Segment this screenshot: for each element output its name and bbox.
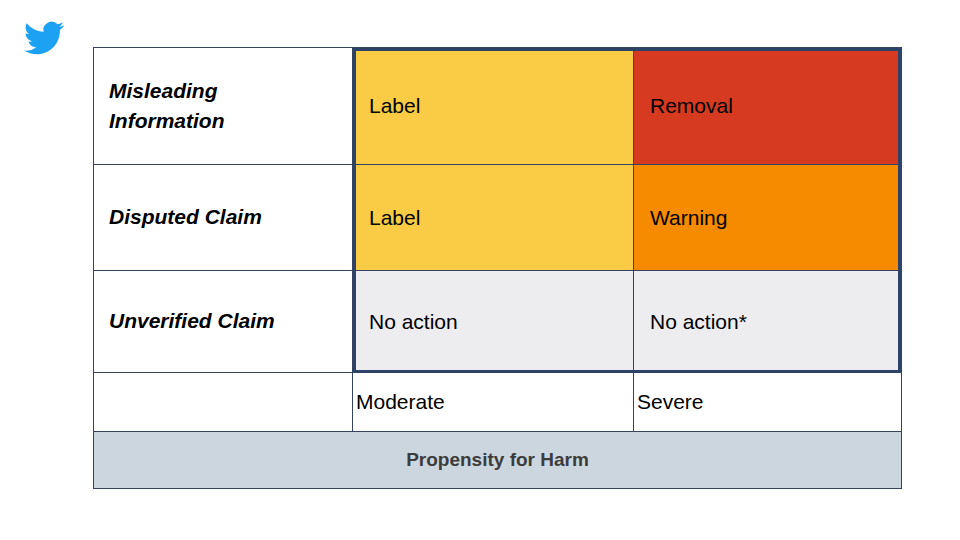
axis-title-propensity-for-harm: Propensity for Harm: [94, 431, 901, 488]
twitter-bird-icon: [24, 18, 64, 58]
row-label-misleading-information: Misleading Information: [94, 48, 353, 165]
axis-tick-severe: Severe: [634, 373, 901, 431]
row-label-unverified-claim: Unverified Claim: [94, 271, 353, 373]
row-label-disputed-claim: Disputed Claim: [94, 165, 353, 271]
cell-unverified-severe: No action*: [634, 271, 901, 373]
cell-misleading-moderate: Label: [353, 48, 634, 165]
cell-unverified-moderate: No action: [353, 271, 634, 373]
cell-disputed-severe: Warning: [634, 165, 901, 271]
axis-spacer-cell: [94, 373, 353, 431]
harm-policy-matrix: Misleading Information Label Removal Dis…: [93, 47, 902, 489]
cell-misleading-severe: Removal: [634, 48, 901, 165]
cell-disputed-moderate: Label: [353, 165, 634, 271]
axis-tick-moderate: Moderate: [353, 373, 634, 431]
